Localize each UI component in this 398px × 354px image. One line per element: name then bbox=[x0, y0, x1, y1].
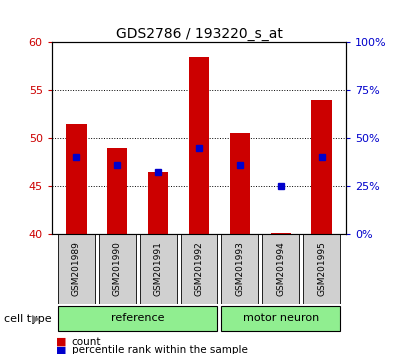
Bar bbox=[189, 57, 209, 234]
Text: GSM201993: GSM201993 bbox=[235, 241, 244, 297]
Text: ▶: ▶ bbox=[31, 314, 40, 324]
Bar bbox=[271, 233, 291, 234]
Bar bbox=[222, 234, 258, 304]
Text: count: count bbox=[72, 337, 101, 347]
Bar bbox=[303, 234, 340, 304]
Text: percentile rank within the sample: percentile rank within the sample bbox=[72, 346, 248, 354]
Text: GSM201995: GSM201995 bbox=[317, 241, 326, 297]
Bar bbox=[222, 306, 340, 331]
Text: GSM201991: GSM201991 bbox=[154, 241, 163, 297]
Bar bbox=[107, 148, 127, 234]
Bar bbox=[99, 234, 136, 304]
Text: ■: ■ bbox=[56, 337, 66, 347]
Bar bbox=[262, 234, 299, 304]
Bar bbox=[181, 234, 217, 304]
Text: GSM201989: GSM201989 bbox=[72, 241, 81, 297]
Text: motor neuron: motor neuron bbox=[243, 313, 319, 323]
Text: GSM201992: GSM201992 bbox=[195, 242, 203, 296]
Title: GDS2786 / 193220_s_at: GDS2786 / 193220_s_at bbox=[115, 28, 283, 41]
Bar bbox=[312, 100, 332, 234]
Text: reference: reference bbox=[111, 313, 164, 323]
Text: GSM201994: GSM201994 bbox=[276, 242, 285, 296]
Text: ■: ■ bbox=[56, 346, 66, 354]
Text: cell type: cell type bbox=[4, 314, 52, 324]
Bar bbox=[230, 133, 250, 234]
Bar bbox=[58, 306, 217, 331]
Bar bbox=[66, 124, 86, 234]
Bar bbox=[140, 234, 176, 304]
Text: GSM201990: GSM201990 bbox=[113, 241, 122, 297]
Bar bbox=[58, 234, 95, 304]
Bar bbox=[148, 171, 168, 234]
